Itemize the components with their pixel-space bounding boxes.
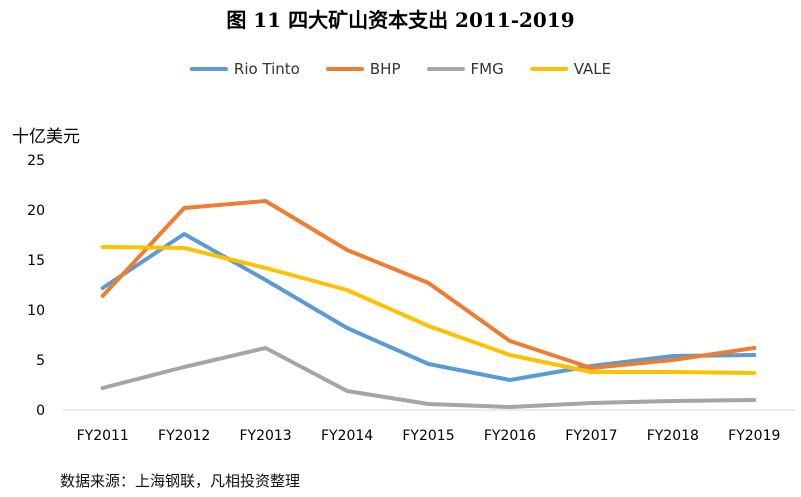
series-line-fmg [100,346,757,409]
x-tick-label: FY2011 [77,428,129,444]
legend-swatch-vale [529,67,568,71]
legend-item-vale: VALE [529,60,612,78]
x-tick-label: FY2018 [647,428,699,444]
x-tick-label: FY2015 [402,428,454,444]
y-tick-label: 25 [27,153,45,169]
y-tick-label: 15 [27,253,45,269]
y-tick-label: 5 [36,353,45,369]
chart-legend: Rio Tinto BHP FMG VALE [0,60,801,78]
series-line-vale [100,245,757,375]
x-tick-label: FY2013 [239,428,291,444]
series-line-bhp [100,199,757,370]
legend-item-fmg: FMG [426,60,504,78]
legend-item-rio-tinto: Rio Tinto [189,60,300,78]
legend-swatch-rio-tinto [189,67,228,71]
legend-label-bhp: BHP [369,60,401,78]
legend-label-rio-tinto: Rio Tinto [233,60,300,78]
x-tick-label: FY2019 [728,428,780,444]
source-note: 数据来源：上海钢联，凡相投资整理 [60,472,301,490]
legend-swatch-bhp [325,67,364,71]
x-tick-label: FY2017 [565,428,617,444]
x-tick-label: FY2016 [484,428,536,444]
legend-swatch-fmg [426,67,465,71]
legend-item-bhp: BHP [325,60,401,78]
chart-title: 图 11 四大矿山资本支出 2011-2019 [226,8,575,32]
x-tick-label: FY2014 [321,428,373,444]
series-line-rio-tinto [100,232,757,382]
x-tick-label: FY2012 [158,428,210,444]
y-axis-unit-label: 十亿美元 [12,127,80,147]
legend-label-fmg: FMG [470,60,504,78]
y-tick-label: 0 [36,403,45,419]
y-tick-label: 10 [27,303,45,319]
legend-label-vale: VALE [573,60,612,78]
y-tick-label: 20 [27,203,45,219]
